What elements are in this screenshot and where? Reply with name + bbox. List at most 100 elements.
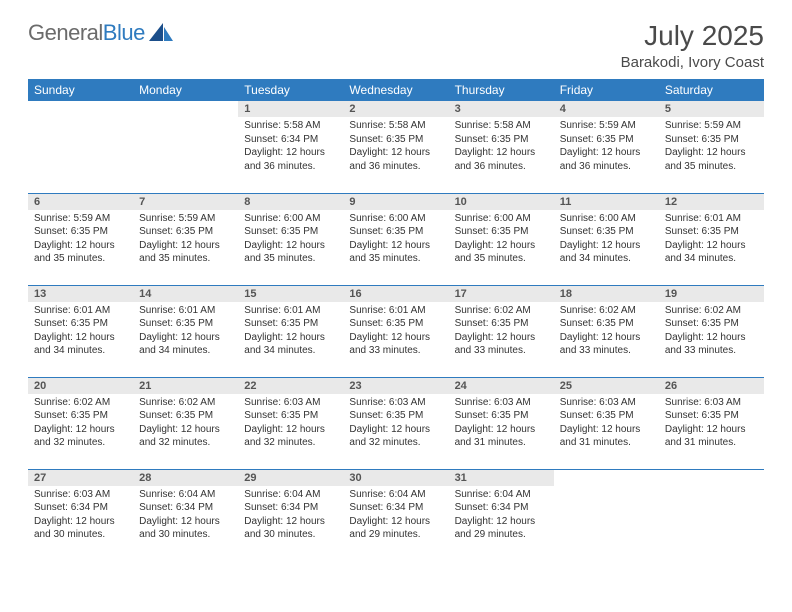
day-details: Sunrise: 5:59 AMSunset: 6:35 PMDaylight:… — [28, 210, 133, 270]
daylight-line: Daylight: 12 hours and 29 minutes. — [349, 515, 442, 542]
day-cell: 21Sunrise: 6:02 AMSunset: 6:35 PMDayligh… — [133, 377, 238, 469]
day-number: 21 — [133, 378, 238, 394]
sunrise-line: Sunrise: 6:04 AM — [244, 488, 337, 502]
sunrise-line: Sunrise: 6:01 AM — [244, 304, 337, 318]
day-details: Sunrise: 6:01 AMSunset: 6:35 PMDaylight:… — [238, 302, 343, 362]
brand-part2: Blue — [103, 20, 145, 45]
daylight-line: Daylight: 12 hours and 30 minutes. — [34, 515, 127, 542]
day-details: Sunrise: 6:03 AMSunset: 6:35 PMDaylight:… — [449, 394, 554, 454]
daylight-line: Daylight: 12 hours and 35 minutes. — [244, 239, 337, 266]
sunset-line: Sunset: 6:35 PM — [560, 409, 653, 423]
sunset-line: Sunset: 6:35 PM — [560, 225, 653, 239]
sunset-line: Sunset: 6:35 PM — [34, 225, 127, 239]
calendar-row: 1Sunrise: 5:58 AMSunset: 6:34 PMDaylight… — [28, 101, 764, 193]
day-number: 15 — [238, 286, 343, 302]
sunrise-line: Sunrise: 6:03 AM — [665, 396, 758, 410]
day-cell: 13Sunrise: 6:01 AMSunset: 6:35 PMDayligh… — [28, 285, 133, 377]
sunrise-line: Sunrise: 6:00 AM — [244, 212, 337, 226]
day-cell: 2Sunrise: 5:58 AMSunset: 6:35 PMDaylight… — [343, 101, 448, 193]
day-number: 2 — [343, 101, 448, 117]
day-cell: 6Sunrise: 5:59 AMSunset: 6:35 PMDaylight… — [28, 193, 133, 285]
day-details: Sunrise: 6:04 AMSunset: 6:34 PMDaylight:… — [133, 486, 238, 546]
empty-cell — [28, 101, 133, 193]
sunset-line: Sunset: 6:35 PM — [349, 317, 442, 331]
brand-logo: GeneralBlue — [28, 20, 175, 46]
day-number: 17 — [449, 286, 554, 302]
sunset-line: Sunset: 6:34 PM — [244, 501, 337, 515]
sunrise-line: Sunrise: 6:01 AM — [139, 304, 232, 318]
day-details: Sunrise: 5:59 AMSunset: 6:35 PMDaylight:… — [554, 117, 659, 177]
day-number: 5 — [659, 101, 764, 117]
day-details: Sunrise: 6:03 AMSunset: 6:35 PMDaylight:… — [343, 394, 448, 454]
month-title: July 2025 — [621, 20, 764, 52]
day-details: Sunrise: 6:04 AMSunset: 6:34 PMDaylight:… — [343, 486, 448, 546]
weekday-header: Sunday — [28, 79, 133, 101]
daylight-line: Daylight: 12 hours and 36 minutes. — [455, 146, 548, 173]
calendar-body: 1Sunrise: 5:58 AMSunset: 6:34 PMDaylight… — [28, 101, 764, 561]
day-cell: 29Sunrise: 6:04 AMSunset: 6:34 PMDayligh… — [238, 469, 343, 561]
sunset-line: Sunset: 6:34 PM — [455, 501, 548, 515]
sunrise-line: Sunrise: 6:02 AM — [665, 304, 758, 318]
daylight-line: Daylight: 12 hours and 34 minutes. — [139, 331, 232, 358]
sunrise-line: Sunrise: 6:02 AM — [455, 304, 548, 318]
day-cell: 5Sunrise: 5:59 AMSunset: 6:35 PMDaylight… — [659, 101, 764, 193]
day-details: Sunrise: 6:03 AMSunset: 6:35 PMDaylight:… — [238, 394, 343, 454]
day-cell: 31Sunrise: 6:04 AMSunset: 6:34 PMDayligh… — [449, 469, 554, 561]
daylight-line: Daylight: 12 hours and 32 minutes. — [244, 423, 337, 450]
day-details: Sunrise: 6:02 AMSunset: 6:35 PMDaylight:… — [449, 302, 554, 362]
day-cell: 14 Sunrise: 6:01 AMSunset: 6:35 PMDayligh… — [133, 285, 238, 377]
day-details: Sunrise: 6:01 AMSunset: 6:35 PMDaylight:… — [343, 302, 448, 362]
sunset-line: Sunset: 6:35 PM — [139, 317, 232, 331]
sunset-line: Sunset: 6:34 PM — [244, 133, 337, 147]
daylight-line: Daylight: 12 hours and 31 minutes. — [455, 423, 548, 450]
location-text: Barakodi, Ivory Coast — [621, 54, 764, 71]
day-number: 14 — [133, 286, 238, 302]
day-cell: 18Sunrise: 6:02 AMSunset: 6:35 PMDayligh… — [554, 285, 659, 377]
daylight-line: Daylight: 12 hours and 35 minutes. — [349, 239, 442, 266]
daylight-line: Daylight: 12 hours and 34 minutes. — [244, 331, 337, 358]
day-number: 18 — [554, 286, 659, 302]
page-header: GeneralBlue July 2025 Barakodi, Ivory Co… — [28, 20, 764, 71]
day-cell: 12Sunrise: 6:01 AMSunset: 6:35 PMDayligh… — [659, 193, 764, 285]
sunset-line: Sunset: 6:35 PM — [349, 225, 442, 239]
day-number: 31 — [449, 470, 554, 486]
sunset-line: Sunset: 6:35 PM — [665, 317, 758, 331]
empty-cell — [659, 469, 764, 561]
sunrise-line: Sunrise: 6:03 AM — [560, 396, 653, 410]
day-details: Sunrise: 5:58 AMSunset: 6:35 PMDaylight:… — [449, 117, 554, 177]
daylight-line: Daylight: 12 hours and 33 minutes. — [560, 331, 653, 358]
day-cell: 16Sunrise: 6:01 AMSunset: 6:35 PMDayligh… — [343, 285, 448, 377]
sunrise-line: Sunrise: 6:03 AM — [455, 396, 548, 410]
sunrise-line: Sunrise: 6:02 AM — [560, 304, 653, 318]
sunset-line: Sunset: 6:35 PM — [560, 133, 653, 147]
sunrise-line: Sunrise: 6:02 AM — [139, 396, 232, 410]
daylight-line: Daylight: 12 hours and 33 minutes. — [665, 331, 758, 358]
sunset-line: Sunset: 6:35 PM — [139, 409, 232, 423]
sunset-line: Sunset: 6:35 PM — [455, 225, 548, 239]
sunrise-line: Sunrise: 5:59 AM — [560, 119, 653, 133]
day-number: 25 — [554, 378, 659, 394]
weekday-header: Friday — [554, 79, 659, 101]
day-details: Sunrise: 5:59 AMSunset: 6:35 PMDaylight:… — [659, 117, 764, 177]
day-number: 8 — [238, 194, 343, 210]
sunset-line: Sunset: 6:35 PM — [34, 317, 127, 331]
day-cell: 8Sunrise: 6:00 AMSunset: 6:35 PMDaylight… — [238, 193, 343, 285]
sunrise-line: Sunrise: 5:58 AM — [455, 119, 548, 133]
daylight-line: Daylight: 12 hours and 34 minutes. — [665, 239, 758, 266]
sunrise-line: Sunrise: 5:58 AM — [244, 119, 337, 133]
sunrise-line: Sunrise: 5:59 AM — [665, 119, 758, 133]
title-block: July 2025 Barakodi, Ivory Coast — [621, 20, 764, 71]
sunrise-line: Sunrise: 6:04 AM — [139, 488, 232, 502]
day-details: Sunrise: 6:00 AMSunset: 6:35 PMDaylight:… — [238, 210, 343, 270]
daylight-line: Daylight: 12 hours and 35 minutes. — [665, 146, 758, 173]
day-details: Sunrise: 6:02 AMSunset: 6:35 PMDaylight:… — [554, 302, 659, 362]
sunrise-line: Sunrise: 5:59 AM — [34, 212, 127, 226]
day-details: Sunrise: 6:04 AMSunset: 6:34 PMDaylight:… — [238, 486, 343, 546]
day-number: 11 — [554, 194, 659, 210]
day-details: Sunrise: 6:00 AMSunset: 6:35 PMDaylight:… — [449, 210, 554, 270]
daylight-line: Daylight: 12 hours and 35 minutes. — [455, 239, 548, 266]
sunrise-line: Sunrise: 6:04 AM — [455, 488, 548, 502]
sunrise-line: Sunrise: 6:00 AM — [455, 212, 548, 226]
calendar-row: 27Sunrise: 6:03 AMSunset: 6:34 PMDayligh… — [28, 469, 764, 561]
daylight-line: Daylight: 12 hours and 36 minutes. — [560, 146, 653, 173]
